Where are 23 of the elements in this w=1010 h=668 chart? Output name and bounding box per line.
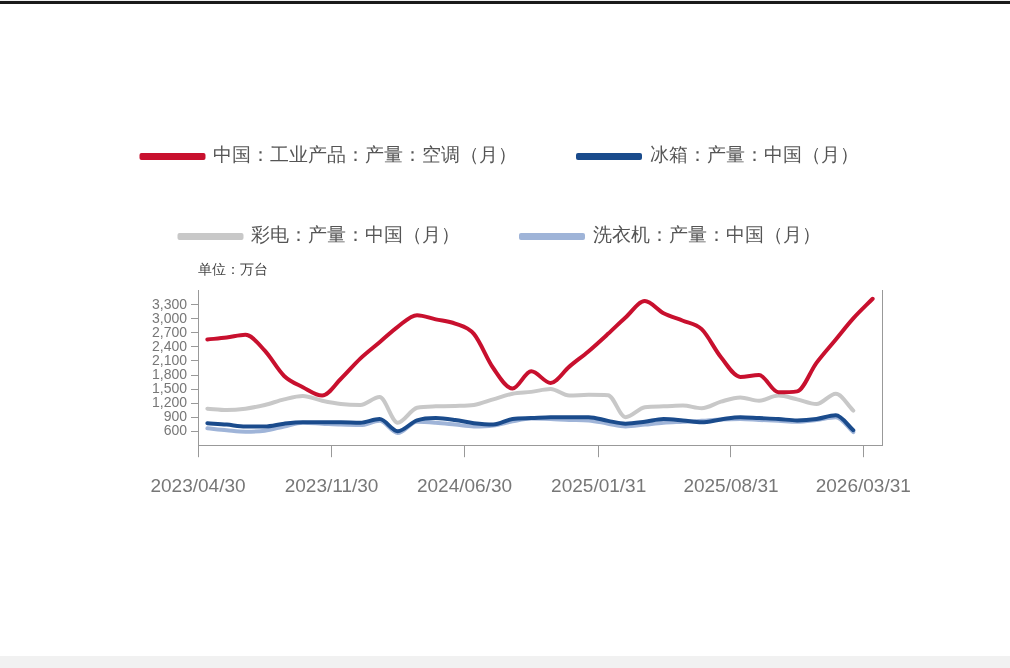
line-series: [205, 296, 875, 398]
y-tick-label: 2,700: [151, 323, 188, 340]
x-tick-label: 2023/04/30: [150, 474, 246, 496]
y-tick-label: 1,500: [151, 379, 188, 396]
legend-label: 彩电：产量：中国（月）: [251, 223, 460, 246]
y-tick-label: 900: [163, 407, 188, 424]
y-tick-label: 1,200: [151, 393, 188, 410]
x-tick-label: 2026/03/31: [815, 474, 911, 496]
legend-label: 中国：工业产品：产量：空调（月）: [213, 143, 517, 166]
y-tick-label: 1,800: [151, 365, 188, 382]
y-tick-label: 3,300: [151, 295, 188, 312]
x-tick-label: 2025/01/31: [551, 474, 647, 496]
legend-label: 洗衣机：产量：中国（月）: [592, 223, 821, 246]
y-tick-label: 3,000: [151, 309, 188, 326]
x-tick-label: 2024/06/30: [416, 474, 513, 496]
y-tick-label: 2,100: [151, 351, 188, 368]
y-tick-label: 2,400: [151, 337, 188, 354]
y-tick-label: 600: [163, 422, 188, 439]
x-tick-label: 2025/08/31: [683, 474, 779, 496]
legend-label: 冰箱：产量：中国（月）: [649, 143, 859, 166]
y-axis-title: 单位：万台: [198, 261, 268, 278]
x-tick-label: 2023/11/30: [284, 474, 379, 496]
line-series: [205, 387, 856, 425]
